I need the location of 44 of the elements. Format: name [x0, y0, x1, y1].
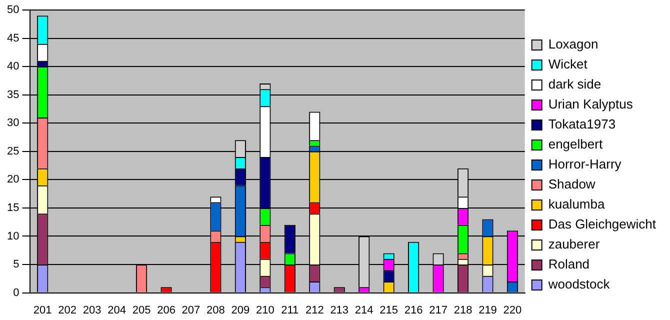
x-tick-label: 204 — [108, 304, 126, 316]
x-tick-label: 218 — [454, 304, 472, 316]
x-tick-label: 205 — [132, 304, 151, 316]
legend-label: Das Gleichgewicht — [548, 216, 656, 232]
x-tick-label: 203 — [82, 304, 102, 316]
legend-label: dark side — [548, 76, 602, 92]
x-tick-label: 211 — [281, 304, 299, 316]
legend-label: kualumba — [548, 196, 606, 212]
y-tick-label: 5 — [13, 258, 20, 271]
legend-label: Shadow — [548, 176, 596, 192]
y-tick-label: 40 — [6, 60, 20, 73]
x-tick-label: 209 — [231, 304, 250, 316]
legend-label: Roland — [548, 256, 590, 272]
x-tick-label: 202 — [58, 304, 77, 316]
x-tick-label: 212 — [305, 304, 324, 316]
x-tick-label: 210 — [256, 304, 274, 316]
legend-label: Horror-Harry — [548, 156, 622, 172]
legend-label: Tokata1973 — [548, 116, 616, 132]
y-tick-label: 10 — [6, 230, 20, 242]
y-tick-label: 45 — [6, 32, 20, 44]
x-tick-label: 219 — [478, 304, 497, 316]
legend-label: woodstock — [547, 276, 610, 292]
x-tick-label: 214 — [354, 304, 374, 316]
x-tick-label: 215 — [380, 304, 398, 316]
y-tick-label: 50 — [6, 4, 20, 16]
y-tick-label: 25 — [6, 145, 20, 158]
x-tick-label: 207 — [182, 304, 200, 316]
x-tick-label: 216 — [404, 304, 423, 316]
x-tick-label: 201 — [33, 304, 52, 316]
x-tick-label: 217 — [429, 304, 448, 316]
y-tick-label: 30 — [6, 117, 20, 130]
legend-label: Loxagon — [548, 36, 598, 52]
y-tick-label: 35 — [6, 88, 20, 101]
legend-label: Wicket — [548, 56, 588, 72]
x-tick-label: 213 — [330, 304, 349, 316]
y-tick-label: 20 — [6, 174, 20, 186]
legend-label: engelbert — [548, 136, 603, 152]
legend-label: zauberer — [548, 236, 600, 252]
x-tick-label: 208 — [206, 304, 225, 316]
legend-label: Urian Kalyptus — [548, 96, 634, 112]
x-tick-label: 206 — [157, 304, 176, 316]
x-tick-label: 220 — [503, 304, 522, 316]
y-tick-label: 0 — [13, 286, 20, 299]
y-tick-label: 15 — [6, 202, 20, 214]
